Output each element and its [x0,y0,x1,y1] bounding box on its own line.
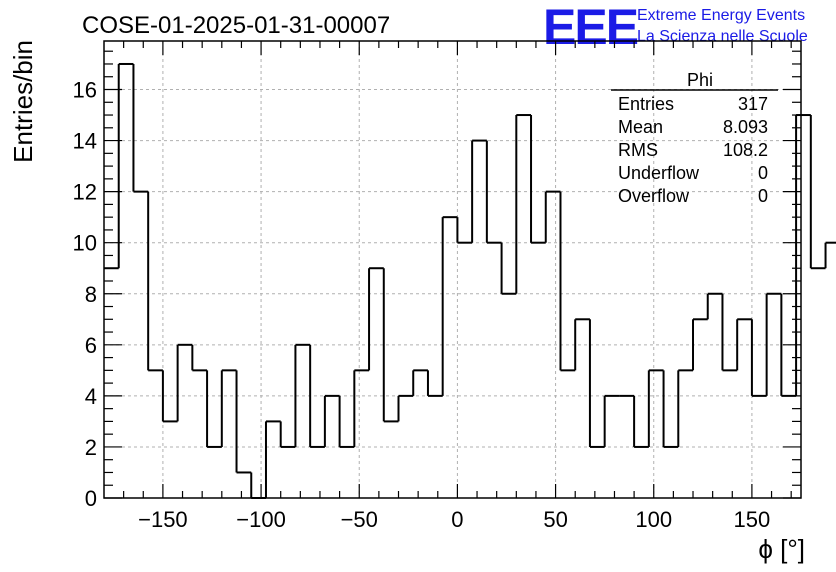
y-tick-label-6: 12 [73,180,97,205]
histogram-bin-29 [530,115,546,244]
plot-title: COSE-01-2025-01-31-00007 [82,12,390,39]
plot-border [103,40,802,499]
y-tick-label-5: 10 [73,231,97,256]
histogram-bin-23 [441,216,458,396]
histogram-bars [104,62,836,499]
histogram-bin-17 [353,369,370,447]
histogram-bin-9 [235,370,252,474]
x-tick-label-2: −50 [341,507,378,532]
histogram-bin-5 [176,343,193,422]
histogram-bin-42 [721,293,738,372]
x-tick-labels: −150 −100 −50 0 50 100 150 [138,507,770,532]
histogram-bin-2 [132,63,149,193]
stats-box: Phi Entries 317 Mean 8.093 RMS 108.2 Und… [611,70,778,206]
logo-mark: EEE [543,0,638,55]
y-tick-label-1: 2 [85,435,97,460]
histogram-bin-21 [412,369,428,396]
stats-value-underflow: 0 [758,163,768,183]
y-tick-label-0: 0 [85,486,97,511]
logo-line1: Extreme Energy Events [637,7,805,24]
histogram-bin-33 [588,319,605,448]
histogram-bin-45 [765,292,782,396]
histogram-bin-28 [515,114,532,294]
histogram-bin-26 [485,140,502,244]
histogram-bin-24 [456,217,473,244]
histogram-bin-25 [471,139,487,243]
histogram-bin-38 [662,370,679,448]
histogram-bin-10 [250,472,266,499]
histogram-bin-19 [382,268,399,423]
x-tick-label-3: 0 [451,507,463,532]
stats-value-mean: 8.093 [723,117,768,137]
logo-line2: La Scienza nelle Scuole [637,28,808,45]
histogram-bin-41 [706,292,723,320]
histogram-bin-14 [309,344,325,448]
y-tick-labels: 0 2 4 6 8 10 12 14 16 [73,78,97,511]
histogram-bin-15 [323,394,340,447]
histogram-bin-20 [397,394,414,422]
histogram-bin-8 [220,369,237,447]
x-tick-label-5: 100 [635,507,672,532]
x-tick-label-6: 150 [734,507,771,532]
x-axis-title: ϕ [°] [758,534,805,564]
histogram-bin-31 [559,191,576,372]
plot-frame [103,40,802,499]
histogram-bin-48 [809,115,826,270]
histogram-bin-32 [574,318,590,371]
histogram-bin-40 [692,318,708,371]
histogram-bin-16 [338,395,355,448]
histogram-bin-11 [264,420,281,498]
y-tick-label-4: 8 [85,282,97,307]
histogram-bin-37 [647,369,664,447]
histogram-bin-6 [191,344,208,372]
y-tick-label-2: 4 [85,384,97,409]
histogram-bin-49 [824,241,836,269]
grid [104,41,801,498]
axis-ticks [104,41,801,499]
histogram-bin-27 [500,242,517,295]
histogram-bin-22 [426,370,443,397]
histogram-bin-4 [161,370,178,423]
histogram-bin-3 [147,191,163,372]
x-tick-label-0: −150 [138,507,188,532]
stats-label-mean: Mean [618,117,663,137]
stats-value-overflow: 0 [758,186,768,206]
stats-label-rms: RMS [618,140,658,160]
x-tick-label-1: −100 [236,507,286,532]
stats-label-underflow: Underflow [618,163,700,183]
stats-value-entries: 317 [738,94,768,114]
eee-logo: EEE Extreme Energy Events La Scienza nel… [543,0,808,55]
histogram-bin-7 [206,370,222,448]
histogram-bin-1 [117,62,134,269]
x-tick-label-4: 50 [543,507,567,532]
histogram-bin-30 [544,190,561,243]
histogram-bin-18 [368,267,384,371]
stats-label-overflow: Overflow [618,186,690,206]
histogram-bin-13 [294,343,311,447]
stats-label-entries: Entries [618,94,674,114]
histogram-bin-12 [279,421,296,448]
y-tick-label-8: 16 [73,78,97,103]
y-tick-label-7: 14 [73,129,97,154]
y-tick-label-3: 6 [85,333,97,358]
stats-name: Phi [687,70,713,90]
y-axis-title: Entries/bin [8,40,38,163]
histogram-bin-39 [677,369,694,447]
histogram-bin-36 [633,395,649,448]
histogram-bin-34 [603,394,620,447]
histogram-bin-44 [750,319,767,397]
stats-value-rms: 108.2 [723,140,768,160]
histogram-bin-43 [736,318,752,371]
